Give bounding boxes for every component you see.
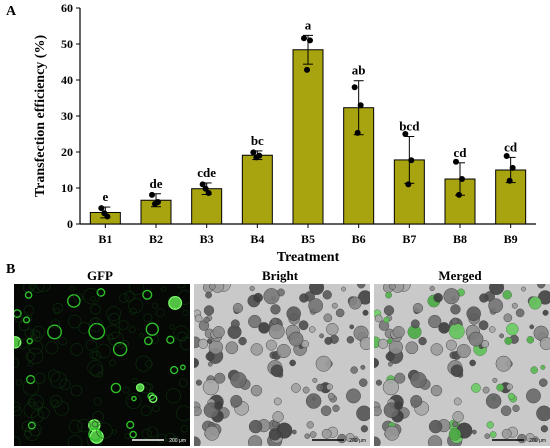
data-point xyxy=(459,176,465,182)
significance-label: bc xyxy=(251,133,264,148)
data-point xyxy=(405,181,412,188)
y-tick-label: 20 xyxy=(61,145,73,159)
gfp-scale-label: 200 μm xyxy=(169,438,186,444)
significance-label: ab xyxy=(352,63,366,78)
gfp-title: GFP xyxy=(87,268,113,283)
x-tick-label: B8 xyxy=(453,232,467,246)
x-tick-label: B4 xyxy=(250,232,264,246)
data-point xyxy=(250,149,257,156)
data-point xyxy=(101,210,108,217)
data-point xyxy=(301,35,307,42)
y-tick-label: 60 xyxy=(61,1,73,15)
data-point xyxy=(408,157,415,164)
data-point xyxy=(506,177,513,184)
data-point xyxy=(402,131,409,137)
merged-scale-label: 200 μm xyxy=(529,438,546,444)
data-point xyxy=(199,181,206,188)
panel-label-b: B xyxy=(6,262,16,277)
gfp-image: 200 μm xyxy=(14,284,190,446)
data-point xyxy=(98,205,105,212)
data-point xyxy=(354,129,361,136)
bright-title: Bright xyxy=(261,268,299,283)
data-point xyxy=(205,190,212,197)
x-tick-label: B3 xyxy=(200,232,214,246)
data-point xyxy=(304,66,310,73)
x-tick-label: B6 xyxy=(352,232,366,246)
data-point xyxy=(307,37,313,44)
data-point xyxy=(351,84,358,91)
data-point xyxy=(509,164,516,171)
significance-label: de xyxy=(150,176,163,191)
bright-image: 200 μm xyxy=(194,284,370,446)
y-tick-label: 0 xyxy=(67,217,73,231)
x-tick-label: B2 xyxy=(149,232,163,246)
x-tick-label: B1 xyxy=(98,232,112,246)
y-tick-label: 40 xyxy=(61,73,73,87)
significance-label: cde xyxy=(197,165,216,180)
chart-text: 0 10 20 30 40 50 60 e B1 de B2 cde B3 bc B4 a B5 ab B6 bcd B… xyxy=(33,1,518,265)
data-point xyxy=(503,152,510,159)
y-axis-label: Transfection efficiency (%) xyxy=(33,35,48,198)
data-point xyxy=(152,200,158,207)
data-point xyxy=(202,185,209,192)
chart-points xyxy=(98,35,516,220)
x-tick-label: B9 xyxy=(504,232,518,246)
data-point xyxy=(453,158,459,165)
data-point xyxy=(149,191,155,198)
significance-label: cd xyxy=(454,145,468,160)
y-tick-label: 30 xyxy=(61,109,73,123)
bar-B5 xyxy=(292,49,324,225)
merged-image: 200 μm xyxy=(374,284,550,446)
significance-label: bcd xyxy=(399,119,420,134)
data-point xyxy=(357,102,364,109)
x-axis-label: Treatment xyxy=(277,250,340,265)
data-point xyxy=(253,154,260,161)
x-tick-label: B7 xyxy=(402,232,416,246)
bright-scale-label: 200 μm xyxy=(349,438,366,444)
significance-label: a xyxy=(305,17,312,32)
y-tick-label: 10 xyxy=(61,181,73,195)
y-tick-label: 50 xyxy=(61,37,73,51)
data-point xyxy=(456,191,462,198)
panel-label-a: A xyxy=(6,4,17,19)
x-tick-label: B5 xyxy=(301,232,315,246)
bar-B4 xyxy=(241,154,273,225)
significance-label: e xyxy=(102,189,108,204)
bar-chart: 0 10 20 30 40 50 60 e B1 de B2 cde B3 bc B4 a B5 ab B6 bcd B… xyxy=(33,1,536,265)
significance-label: cd xyxy=(504,139,518,154)
merged-title: Merged xyxy=(438,268,482,283)
